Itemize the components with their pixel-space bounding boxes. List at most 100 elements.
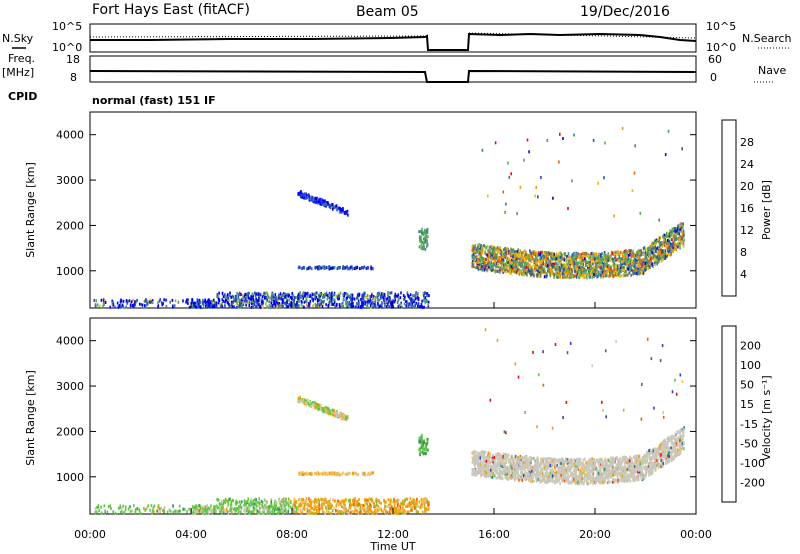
echo-cell: [654, 255, 657, 258]
echo-cell: [368, 502, 371, 506]
echo-cell: [576, 255, 578, 259]
echo-cell: [471, 248, 474, 251]
echo-cell: [490, 247, 493, 251]
echo-cell: [495, 259, 497, 263]
echo-cell: [345, 292, 347, 296]
echo-cell: [348, 294, 351, 298]
echo-cell: [530, 254, 532, 258]
echo-cell: [297, 296, 300, 300]
echo-cell: [100, 511, 103, 515]
echo-cell: [412, 501, 415, 505]
echo-cell: [653, 247, 656, 251]
echo-cell: [225, 298, 227, 302]
echo-cell: [239, 293, 241, 297]
echo-cell: [303, 196, 305, 200]
echo-cell: [502, 264, 505, 268]
echo-cell: [369, 304, 372, 308]
echo-cell: [356, 503, 359, 507]
echo-cell: [569, 266, 571, 270]
echo-cell: [567, 271, 569, 275]
echo-cell: [308, 302, 310, 305]
echo-cell: [263, 511, 266, 515]
echo-cell: [211, 304, 214, 308]
echo-cell: [141, 303, 144, 307]
echo-cell: [218, 506, 220, 510]
echo-cell: [269, 511, 271, 515]
echo-cell: [345, 304, 348, 308]
echo-cell: [509, 260, 511, 264]
echo-cell: [620, 263, 623, 267]
echo-cell: [527, 270, 529, 274]
echo-cell: [575, 265, 578, 269]
echo-cell: [511, 258, 513, 262]
echo-cell: [406, 504, 409, 508]
echo-cell: [604, 258, 607, 262]
echo-cell: [234, 507, 236, 511]
echo-cell: [305, 292, 308, 296]
echo-cell: [550, 252, 553, 256]
echo-cell: [553, 273, 556, 277]
echo-cell: [390, 291, 393, 295]
echo-cell: [487, 471, 489, 475]
echo-cell: [279, 500, 282, 504]
echo-cell: [368, 301, 370, 305]
echo-cell: [422, 498, 424, 502]
echo-cell: [278, 505, 281, 509]
echo-cell: [202, 511, 204, 515]
echo-cell: [585, 260, 587, 264]
echo-cell: [542, 261, 544, 265]
echo-cell: [378, 293, 380, 297]
echo-cell: [645, 247, 647, 251]
echo-cell: [477, 245, 479, 249]
echo-cell: [136, 507, 139, 511]
echo-cell: [298, 304, 300, 307]
echo-cell: [644, 257, 646, 261]
echo-cell: [481, 148, 484, 152]
echo-cell: [491, 262, 494, 266]
echo-cell: [118, 304, 121, 307]
echo-cell: [543, 275, 546, 279]
echo-cell: [567, 207, 569, 210]
echo-cell: [507, 257, 509, 261]
echo-cell: [326, 509, 328, 513]
echo-cell: [487, 194, 489, 198]
echo-cell: [216, 498, 218, 502]
echo-cell: [555, 271, 558, 275]
echo-cell: [311, 507, 314, 510]
echo-cell: [277, 507, 279, 511]
echo-cell: [534, 269, 536, 272]
echo-cell: [621, 476, 624, 480]
echo-cell: [604, 254, 607, 258]
echo-cell: [233, 305, 235, 309]
echo-cell: [194, 301, 197, 305]
echo-cell: [486, 244, 489, 248]
echo-cell: [655, 257, 658, 261]
echo-cell: [596, 270, 598, 274]
echo-cell: [233, 298, 236, 302]
echo-cell: [660, 253, 662, 257]
echo-cell: [325, 266, 328, 270]
echo-cell: [197, 305, 200, 309]
echo-cell: [536, 274, 538, 278]
echo-cell: [265, 302, 267, 306]
echo-cell: [360, 298, 362, 302]
echo-cell: [550, 260, 553, 264]
echo-cell: [357, 511, 360, 515]
echo-cell: [224, 510, 226, 514]
echo-cell: [384, 295, 386, 299]
echo-cell: [671, 244, 673, 248]
echo-cell: [681, 223, 684, 227]
echo-cell: [356, 296, 359, 300]
echo-cell: [340, 306, 342, 309]
echo-cell: [540, 250, 542, 254]
echo-cell: [340, 510, 342, 514]
echo-cell: [418, 245, 421, 249]
echo-cell: [491, 245, 493, 249]
echo-cell: [628, 269, 630, 273]
echo-cell: [344, 510, 347, 514]
echo-cell: [317, 199, 320, 203]
echo-cell: [226, 499, 228, 503]
echo-cell: [524, 261, 526, 265]
echo-cell: [632, 259, 634, 263]
echo-cell: [616, 257, 618, 261]
